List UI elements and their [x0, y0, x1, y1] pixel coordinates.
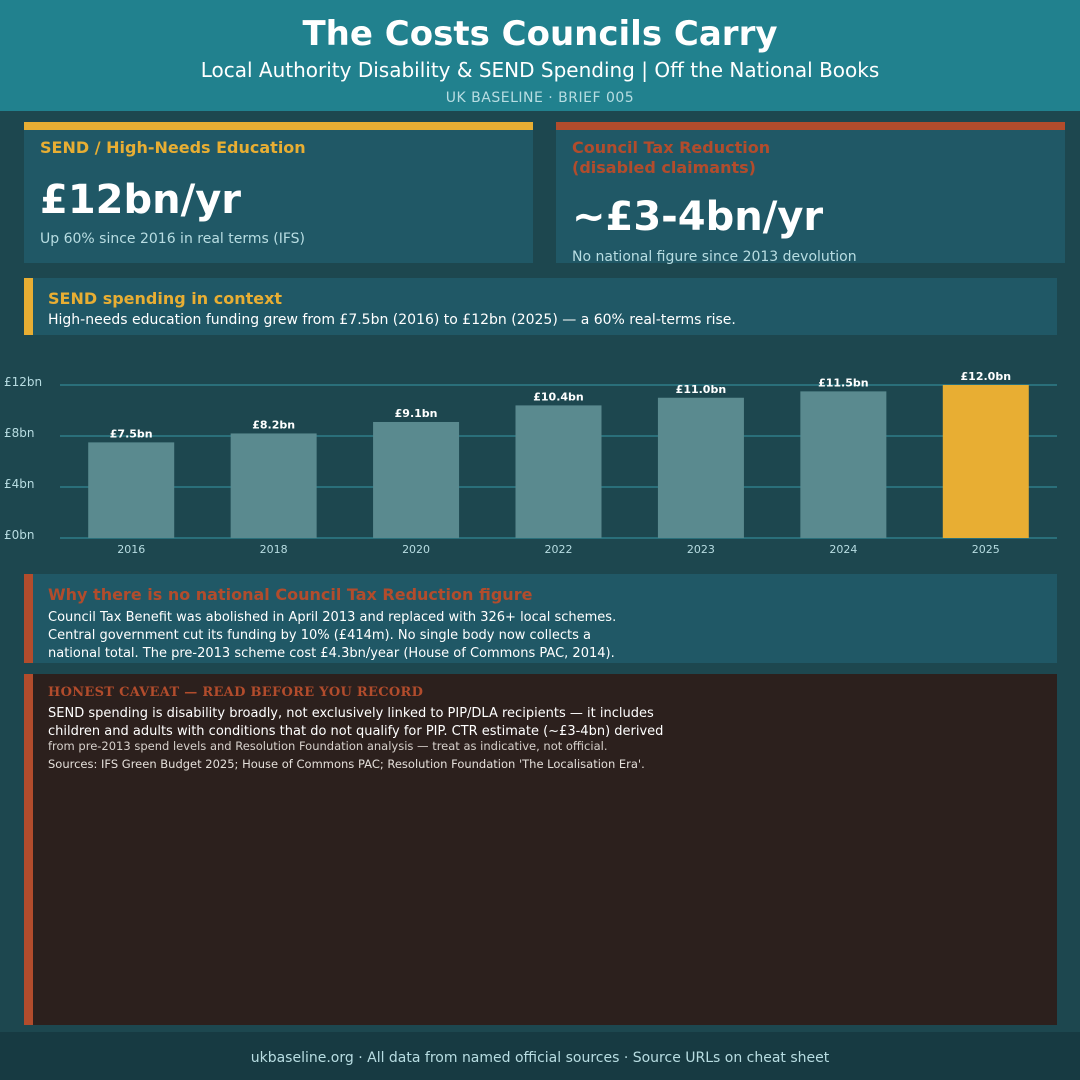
y-tick-label: £4bn	[4, 477, 35, 491]
bar	[657, 397, 744, 538]
data-label: £11.5bn	[818, 376, 869, 389]
bar	[942, 385, 1029, 538]
x-tick-label: 2025	[972, 543, 1000, 556]
header-banner: The Costs Councils Carry Local Authority…	[0, 0, 1080, 111]
x-tick-label: 2023	[687, 543, 715, 556]
caveat-panel: HONEST CAVEAT — READ BEFORE YOU RECORD S…	[24, 674, 1057, 1025]
data-label: £8.2bn	[252, 418, 295, 431]
y-tick-label: £12bn	[4, 375, 42, 389]
data-label: £9.1bn	[395, 407, 438, 420]
bar	[800, 391, 887, 538]
bar	[88, 442, 175, 538]
footer: ukbaseline.org · All data from named off…	[0, 1032, 1080, 1080]
x-tick-label: 2020	[402, 543, 430, 556]
send-card-note: Up 60% since 2016 in real terms (IFS)	[40, 231, 305, 247]
card-accent-bar	[24, 122, 533, 130]
send-card-value: £12bn/yr	[40, 177, 242, 223]
footer-text: ukbaseline.org · All data from named off…	[250, 1050, 830, 1066]
bar-chart-svg: £0bn £4bn £8bn £12bn £7.5bn 2016 £8.2bn 2018 £9.…	[4, 370, 1057, 556]
data-label: £11.0bn	[676, 383, 727, 396]
why-title: Why there is no national Council Tax Red…	[48, 585, 533, 604]
data-label: £10.4bn	[533, 390, 584, 403]
bar	[230, 433, 317, 538]
caveat-title: HONEST CAVEAT — READ BEFORE YOU RECORD	[48, 685, 424, 700]
data-label: £7.5bn	[110, 427, 153, 440]
data-label: £12.0bn	[961, 370, 1012, 383]
brief-kicker: UK BASELINE · BRIEF 005	[445, 90, 635, 106]
y-tick-label: £8bn	[4, 426, 35, 440]
context-panel: SEND spending in context High-needs educ…	[24, 278, 1057, 335]
ctr-card-value: ~£3-4bn/yr	[572, 194, 824, 240]
ctr-stat-card: Council Tax Reduction (disabled claimant…	[556, 122, 1065, 265]
send-card-label: SEND / High-Needs Education	[40, 138, 306, 157]
y-tick-label: £0bn	[4, 528, 35, 542]
caveat-text: SEND spending is disability broadly, not…	[48, 706, 664, 739]
why-text: Council Tax Benefit was abolished in Apr…	[48, 610, 617, 661]
why-accent-stripe	[24, 574, 33, 663]
x-tick-label: 2018	[260, 543, 288, 556]
ctr-card-note: No national figure since 2013 devolution	[572, 249, 857, 265]
caveat-sources: Sources: IFS Green Budget 2025; House of…	[48, 757, 645, 771]
x-tick-label: 2022	[545, 543, 573, 556]
card-accent-bar	[556, 122, 1065, 130]
send-spending-chart: £0bn £4bn £8bn £12bn £7.5bn 2016 £8.2bn 2018 £9.…	[0, 360, 1080, 560]
caveat-accent-stripe	[24, 674, 33, 1025]
context-title: SEND spending in context	[48, 289, 283, 308]
context-text: High-needs education funding grew from £…	[48, 312, 736, 328]
x-tick-label: 2016	[117, 543, 145, 556]
page-title: The Costs Councils Carry	[302, 14, 778, 54]
why-no-figure-panel: Why there is no national Council Tax Red…	[24, 574, 1057, 663]
bar	[515, 405, 602, 538]
x-tick-label: 2024	[829, 543, 857, 556]
context-accent-stripe	[24, 278, 33, 335]
send-stat-card: SEND / High-Needs Education £12bn/yr Up …	[24, 122, 533, 263]
bar	[373, 421, 460, 538]
ctr-card-label: Council Tax Reduction (disabled claimant…	[572, 138, 771, 177]
page-subtitle: Local Authority Disability & SEND Spendi…	[200, 58, 880, 82]
caveat-small-note: from pre-2013 spend levels and Resolutio…	[48, 739, 608, 753]
